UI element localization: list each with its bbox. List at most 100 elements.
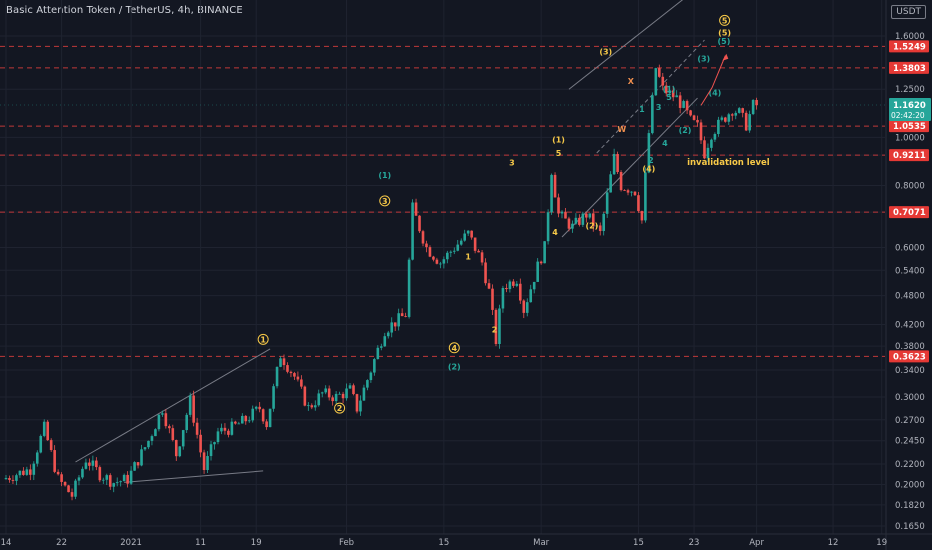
candle-body bbox=[717, 119, 720, 135]
x-tick-label: 15 bbox=[633, 538, 644, 548]
candle-body bbox=[470, 230, 473, 238]
candle-body bbox=[307, 405, 310, 407]
candle-body bbox=[668, 90, 672, 94]
candle-body bbox=[247, 420, 251, 422]
y-tick-label: 0.1650 bbox=[895, 522, 925, 532]
trendline bbox=[596, 39, 705, 154]
wave-label-circle bbox=[379, 195, 391, 207]
candle-body bbox=[279, 358, 282, 367]
candle-body bbox=[268, 408, 272, 428]
candle-body bbox=[241, 415, 244, 424]
wave-label: (4) bbox=[642, 165, 655, 174]
candle-body bbox=[522, 300, 526, 313]
candle-body bbox=[619, 172, 623, 191]
candle-body bbox=[418, 215, 421, 232]
candle-body bbox=[706, 147, 710, 159]
candle-body bbox=[494, 309, 498, 345]
y-tick-label: 0.2700 bbox=[895, 416, 925, 426]
x-tick-label: Apr bbox=[749, 538, 764, 548]
wave-label: 3 bbox=[509, 159, 515, 168]
y-tick-label: 0.3000 bbox=[895, 393, 925, 403]
candle-body bbox=[414, 202, 418, 216]
candle-body bbox=[366, 380, 369, 388]
candle-body bbox=[234, 421, 237, 424]
y-tick-label: 0.8000 bbox=[895, 182, 925, 192]
candle-body bbox=[439, 263, 442, 265]
candle-body bbox=[157, 414, 161, 430]
candle-body bbox=[181, 430, 185, 447]
candle-body bbox=[755, 99, 758, 106]
y-tick-label: 0.3800 bbox=[895, 342, 925, 352]
candle-body bbox=[383, 336, 387, 347]
candle-body bbox=[313, 405, 317, 408]
candle-body bbox=[213, 442, 216, 445]
candle-body bbox=[168, 426, 171, 429]
candle-body bbox=[25, 469, 29, 475]
candle-body bbox=[296, 376, 300, 380]
candle-body bbox=[195, 422, 199, 435]
candle-body bbox=[56, 471, 60, 475]
candle-body bbox=[491, 288, 494, 310]
currency-badge[interactable]: USDT bbox=[891, 5, 926, 19]
candle-body bbox=[463, 233, 466, 241]
x-tick-label: 23 bbox=[689, 538, 700, 548]
candle-body bbox=[425, 243, 428, 248]
candle-body bbox=[435, 259, 439, 264]
candle-body bbox=[699, 122, 703, 141]
candle-body bbox=[640, 211, 644, 221]
wave-label: 2 bbox=[337, 404, 343, 413]
candle-body bbox=[682, 101, 685, 108]
price-level-tag bbox=[889, 61, 929, 74]
candle-body bbox=[588, 213, 592, 218]
candle-body bbox=[644, 172, 647, 221]
candle-body bbox=[678, 95, 682, 108]
candle-body bbox=[411, 202, 414, 260]
candle-body bbox=[581, 213, 585, 225]
candle-body bbox=[320, 392, 324, 394]
price-tags: 1.5249 1.3803 1.0535 0.9211 0.7071 0.3623 1.16… bbox=[889, 40, 931, 363]
candle-body bbox=[133, 462, 136, 471]
candle-body bbox=[161, 413, 164, 415]
candle-body bbox=[505, 287, 508, 290]
candle-body bbox=[602, 213, 605, 232]
trendlines bbox=[75, 0, 705, 483]
candle-body bbox=[519, 283, 522, 301]
candle-body bbox=[730, 114, 734, 116]
candle-body bbox=[230, 421, 234, 435]
x-tick-label: 14 bbox=[1, 538, 12, 548]
candle-body bbox=[720, 117, 724, 120]
candle-body bbox=[744, 112, 748, 131]
candle-body bbox=[227, 430, 230, 435]
candle-body bbox=[623, 190, 626, 191]
candle-body bbox=[324, 388, 327, 393]
candle-body bbox=[376, 347, 380, 360]
wave-label: (2) bbox=[679, 126, 692, 135]
candle-body bbox=[303, 386, 307, 406]
candle-body bbox=[42, 421, 46, 436]
x-tick-label: 19 bbox=[251, 538, 262, 548]
candle-body bbox=[571, 223, 574, 229]
wave-label: (4) bbox=[708, 89, 721, 98]
candle-body bbox=[671, 90, 675, 98]
candle-body bbox=[317, 393, 321, 406]
candle-body bbox=[126, 474, 129, 484]
candle-body bbox=[258, 406, 261, 410]
price-levels bbox=[0, 45, 885, 357]
candle-body bbox=[154, 429, 157, 437]
candle-body bbox=[171, 428, 175, 441]
candle-body bbox=[404, 316, 407, 317]
candle-body bbox=[192, 395, 195, 423]
wave-label: 4 bbox=[552, 228, 558, 237]
candle-body bbox=[501, 287, 505, 309]
candle-body bbox=[397, 313, 400, 327]
candle-body bbox=[143, 447, 147, 450]
candle-body bbox=[512, 281, 515, 286]
x-tick-label: Feb bbox=[339, 538, 354, 548]
wave-label: (3) bbox=[599, 47, 612, 56]
candle-body bbox=[174, 440, 178, 457]
candle-body bbox=[498, 308, 501, 345]
candle-body bbox=[275, 366, 279, 387]
candle-body bbox=[386, 332, 390, 337]
candle-body bbox=[102, 479, 105, 481]
